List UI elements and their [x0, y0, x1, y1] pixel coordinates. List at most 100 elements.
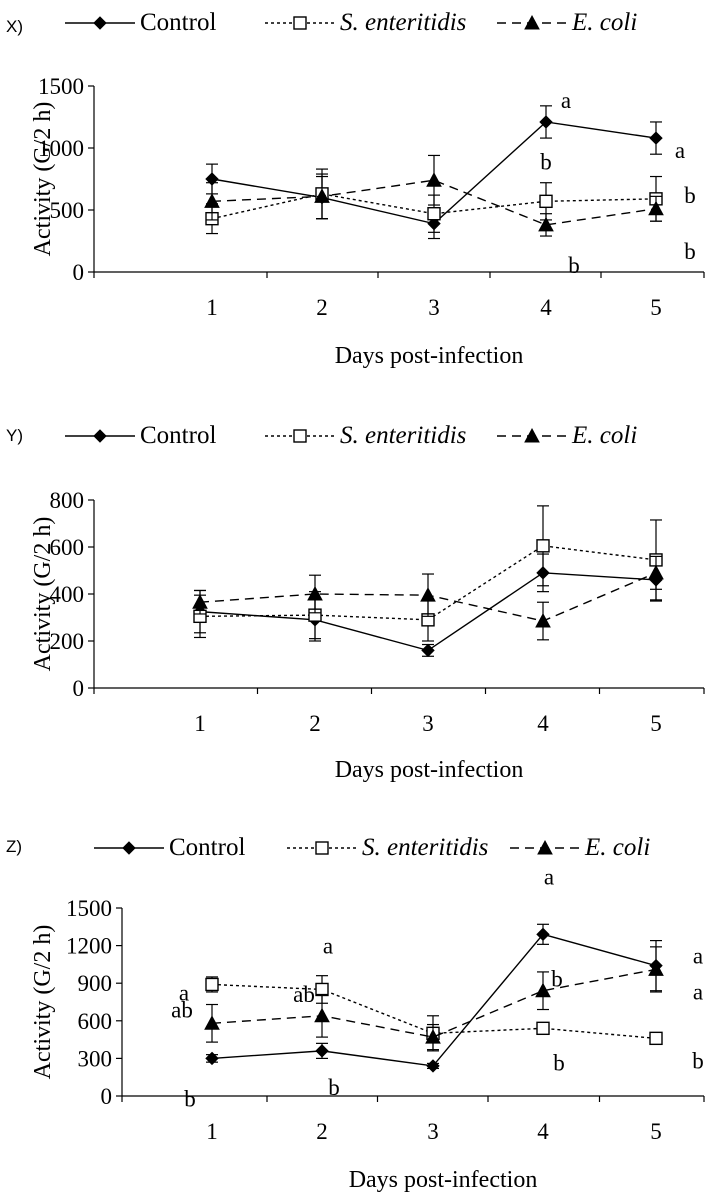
y-axis-label: Activity (G/2 h) — [30, 517, 56, 672]
legend-entry: Control — [65, 9, 216, 36]
data-point — [192, 594, 208, 609]
y-tick-label: 600 — [50, 535, 85, 560]
legend-marker — [122, 841, 136, 855]
legend-marker — [537, 839, 553, 855]
significance-label: b — [328, 1075, 340, 1100]
data-point — [205, 1051, 219, 1066]
x-axis-label: Days post-infection — [335, 757, 524, 783]
data-point — [314, 188, 330, 203]
data-point — [535, 982, 551, 998]
panel-letter: Y) — [6, 426, 23, 445]
data-point — [421, 643, 435, 658]
panel-letter: X) — [6, 17, 23, 36]
data-point — [649, 131, 663, 145]
chart-panel-2: Y) Control S. enteritidis E. coli 0 200 400 600… — [6, 422, 705, 783]
significance-label: a — [561, 88, 571, 113]
legend-label: Control — [140, 422, 216, 449]
data-point — [425, 1029, 441, 1044]
legend-marker — [315, 841, 329, 855]
legend-entry: S. enteritidis — [287, 834, 488, 861]
legend-marker — [524, 427, 540, 443]
legend-label: E. coli — [584, 834, 650, 861]
y-tick-label: 1500 — [66, 896, 112, 921]
x-tick-label: 1 — [194, 711, 206, 736]
y-axis-label: Activity (G/2 h) — [30, 102, 56, 257]
data-point — [426, 172, 442, 187]
significance-label: b — [184, 1086, 196, 1111]
x-tick-label: 5 — [650, 711, 662, 736]
legend-entry: E. coli — [497, 9, 637, 36]
y-tick-label: 0 — [73, 260, 85, 285]
data-point — [204, 193, 220, 208]
significance-label: b — [692, 1048, 704, 1073]
significance-label: b — [551, 967, 563, 992]
x-tick-label: 2 — [309, 711, 321, 736]
x-tick-label: 3 — [422, 711, 434, 736]
data-point — [538, 216, 554, 232]
significance-label: a — [323, 933, 333, 958]
panel-letter: Z) — [6, 837, 22, 856]
y-tick-label: 1500 — [38, 74, 84, 99]
legend-entry: S. enteritidis — [265, 9, 466, 36]
y-tick-label: 400 — [50, 582, 85, 607]
significance-label: a — [693, 979, 703, 1004]
x-tick-label: 1 — [206, 295, 218, 320]
x-tick-label: 4 — [537, 1119, 549, 1144]
x-axis-label: Days post-infection — [335, 343, 524, 369]
legend-marker — [93, 16, 107, 30]
x-tick-label: 5 — [650, 295, 662, 320]
y-tick-label: 300 — [78, 1046, 113, 1071]
significance-label: a — [675, 138, 685, 163]
data-point — [539, 194, 553, 209]
legend-entry: Control — [65, 422, 216, 449]
legend-marker — [293, 16, 307, 30]
x-tick-label: 2 — [316, 295, 328, 320]
y-tick-label: 900 — [78, 971, 113, 996]
legend-entry: S. enteritidis — [265, 422, 466, 449]
data-point — [649, 1031, 663, 1046]
significance-label: b — [540, 149, 552, 174]
series-e-coli — [204, 946, 664, 1051]
significance-label: a — [693, 944, 703, 969]
legend-marker — [93, 429, 107, 443]
data-point — [314, 1007, 330, 1023]
series-line — [211, 968, 657, 1038]
x-tick-label: 4 — [537, 711, 549, 736]
data-point — [315, 1044, 329, 1058]
chart-panel-3: Z) Control S. enteritidis E. coli 0 300 600 900… — [6, 834, 705, 1193]
data-point — [315, 982, 329, 997]
x-tick-label: 3 — [427, 1119, 439, 1144]
data-point — [648, 961, 664, 976]
y-tick-label: 200 — [50, 629, 85, 654]
series-line — [211, 179, 657, 226]
data-point — [204, 1015, 220, 1030]
y-tick-label: 0 — [73, 676, 85, 701]
legend-entry: E. coli — [510, 834, 650, 861]
x-axis-label: Days post-infection — [349, 1167, 538, 1193]
data-point — [648, 200, 664, 216]
legend-marker — [293, 429, 307, 443]
y-tick-label: 1200 — [66, 934, 112, 959]
significance-label: a — [179, 980, 189, 1005]
data-point — [536, 539, 550, 553]
legend-label: S. enteritidis — [362, 834, 488, 861]
series-line — [211, 933, 657, 1067]
x-tick-label: 1 — [206, 1119, 218, 1144]
significance-label: b — [684, 183, 696, 208]
data-point — [307, 585, 323, 601]
legend-label: Control — [140, 9, 216, 36]
series-e-coli — [192, 555, 664, 641]
y-tick-label: 1000 — [38, 136, 84, 161]
legend-marker — [524, 14, 540, 30]
legend-label: Control — [169, 834, 245, 861]
significance-label: ab — [293, 982, 315, 1007]
significance-label: ab — [171, 997, 193, 1022]
y-axis-label: Activity (G/2 h) — [30, 925, 56, 1080]
significance-label: a — [544, 864, 554, 889]
y-tick-label: 800 — [50, 488, 85, 513]
x-tick-label: 2 — [316, 1119, 328, 1144]
data-point — [539, 115, 553, 129]
significance-label: b — [568, 253, 580, 278]
significance-label: b — [684, 239, 696, 264]
y-tick-label: 500 — [50, 198, 85, 223]
